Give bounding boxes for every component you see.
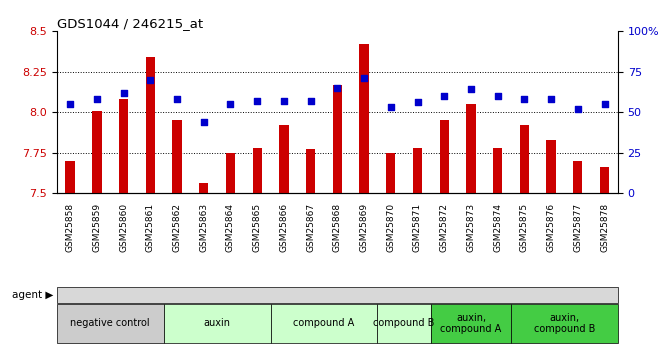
Point [546,96,556,102]
Bar [92,110,102,193]
Bar [172,120,182,193]
Text: GDS1044 / 246215_at: GDS1044 / 246215_at [57,17,203,30]
Bar [440,120,449,193]
Point [225,101,236,107]
Text: auxin,
compound B: auxin, compound B [534,313,595,334]
Bar [386,153,395,193]
Point [279,98,289,104]
Bar [65,161,75,193]
Point [466,87,476,92]
Point [332,85,343,91]
Bar [413,148,422,193]
Bar [520,125,529,193]
Bar [146,57,155,193]
Bar [546,140,556,193]
Point [412,100,423,105]
Point [572,106,583,112]
Text: auxin: auxin [204,318,230,328]
Point [145,77,156,82]
Point [359,75,369,81]
Point [92,96,102,102]
Bar [279,125,289,193]
Bar [253,148,262,193]
Point [305,98,316,104]
Bar [600,167,609,193]
Bar [119,99,128,193]
Text: compound A: compound A [293,318,355,328]
Point [65,101,75,107]
Point [492,93,503,99]
Point [118,90,129,96]
Bar [466,104,476,193]
Bar [226,153,235,193]
Text: compound B: compound B [373,318,435,328]
Text: auxin,
compound A: auxin, compound A [440,313,502,334]
Text: agent ▶: agent ▶ [12,290,53,300]
Point [172,96,182,102]
Bar [573,161,582,193]
Point [198,119,209,125]
Point [439,93,450,99]
Point [252,98,263,104]
Text: negative control: negative control [70,318,150,328]
Bar [306,149,315,193]
Bar [359,44,369,193]
Bar [199,184,208,193]
Bar [493,148,502,193]
Bar [333,85,342,193]
Point [385,105,396,110]
Point [599,101,610,107]
Point [519,96,530,102]
